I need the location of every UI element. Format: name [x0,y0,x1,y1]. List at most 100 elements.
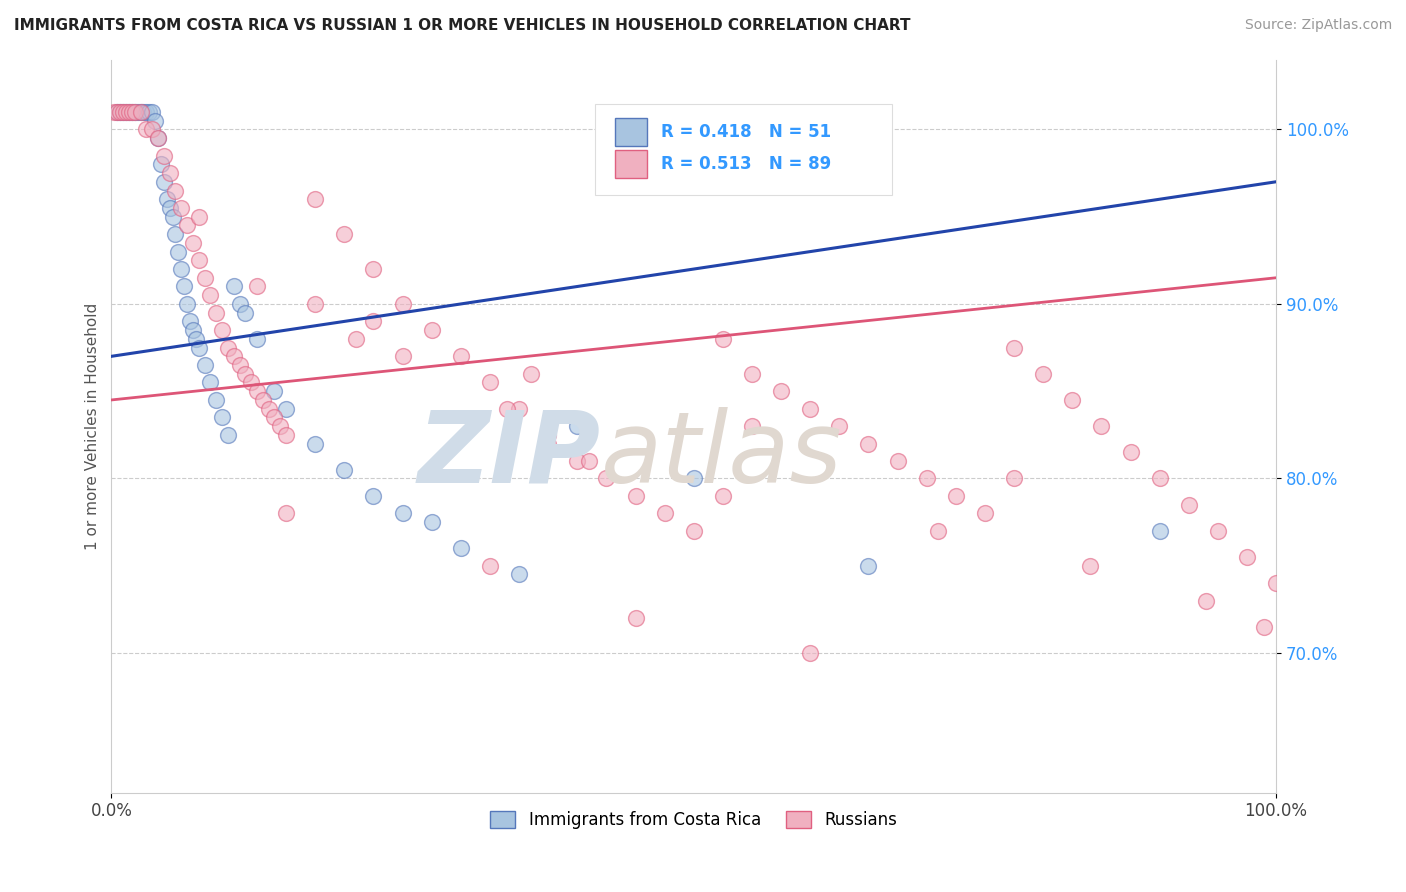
Point [159,201,181,215]
Point [1002,471,1025,485]
Point [184,332,207,346]
Point [129,105,152,120]
Point [121,105,143,120]
Point [170,262,193,277]
Point [217,341,239,355]
Point [741,419,763,434]
Point [741,367,763,381]
Point [179,314,201,328]
Point [141,105,163,120]
Point [391,297,413,311]
Text: IMMIGRANTS FROM COSTA RICA VS RUSSIAN 1 OR MORE VEHICLES IN HOUSEHOLD CORRELATIO: IMMIGRANTS FROM COSTA RICA VS RUSSIAN 1 … [14,18,911,33]
Point [246,384,269,399]
Point [170,201,193,215]
Point [1195,593,1218,607]
FancyBboxPatch shape [595,103,891,195]
Point [537,436,560,450]
Point [478,558,501,573]
Point [508,401,530,416]
Point [115,105,138,120]
Point [333,227,356,241]
Point [173,279,195,293]
Point [211,410,233,425]
Point [274,401,297,416]
Point [235,367,257,381]
Point [420,323,443,337]
Point [263,410,285,425]
Point [162,210,184,224]
Point [129,105,152,120]
Point [363,262,385,277]
Point [222,279,245,293]
Point [274,428,297,442]
Point [420,515,443,529]
Point [1265,576,1288,591]
Point [176,297,198,311]
Point [915,471,938,485]
Point [391,507,413,521]
Point [252,392,274,407]
Point [274,507,297,521]
Point [187,253,209,268]
Point [211,323,233,337]
Y-axis label: 1 or more Vehicles in Household: 1 or more Vehicles in Household [86,302,100,549]
Point [135,122,157,136]
Point [205,392,228,407]
Point [858,558,880,573]
Point [257,401,280,416]
Point [181,323,204,337]
Point [624,611,647,625]
Point [240,376,263,390]
Point [121,105,143,120]
Point [304,436,326,450]
Point [146,131,169,145]
Point [711,332,734,346]
Point [118,105,141,120]
Point [235,306,257,320]
Point [159,166,181,180]
Point [176,219,198,233]
Point [578,454,600,468]
Point [187,210,209,224]
Point [945,489,967,503]
Point [156,192,179,206]
Point [108,105,131,120]
Point [711,489,734,503]
Point [205,306,228,320]
Point [828,419,851,434]
Point [146,131,169,145]
Point [333,463,356,477]
Point [391,349,413,363]
Point [200,376,222,390]
Point [344,332,367,346]
Point [138,105,160,120]
Text: ZIP: ZIP [418,407,600,504]
Bar [614,119,647,146]
Point [682,524,704,538]
Point [263,384,285,399]
Point [567,419,589,434]
Text: Source: ZipAtlas.com: Source: ZipAtlas.com [1244,18,1392,32]
Point [105,105,128,120]
Point [1119,445,1142,459]
Point [1149,471,1171,485]
Point [1032,367,1054,381]
Point [682,471,704,485]
Point [478,376,501,390]
Point [222,349,245,363]
Point [1236,549,1258,564]
Point [654,507,676,521]
Point [187,341,209,355]
Point [228,358,250,372]
Point [115,105,138,120]
Point [1206,524,1229,538]
Point [246,332,269,346]
Point [165,184,187,198]
Point [228,297,250,311]
Point [799,401,821,416]
Point [508,567,530,582]
Point [124,105,146,120]
Point [1002,341,1025,355]
Bar [614,151,647,178]
Point [149,157,172,171]
